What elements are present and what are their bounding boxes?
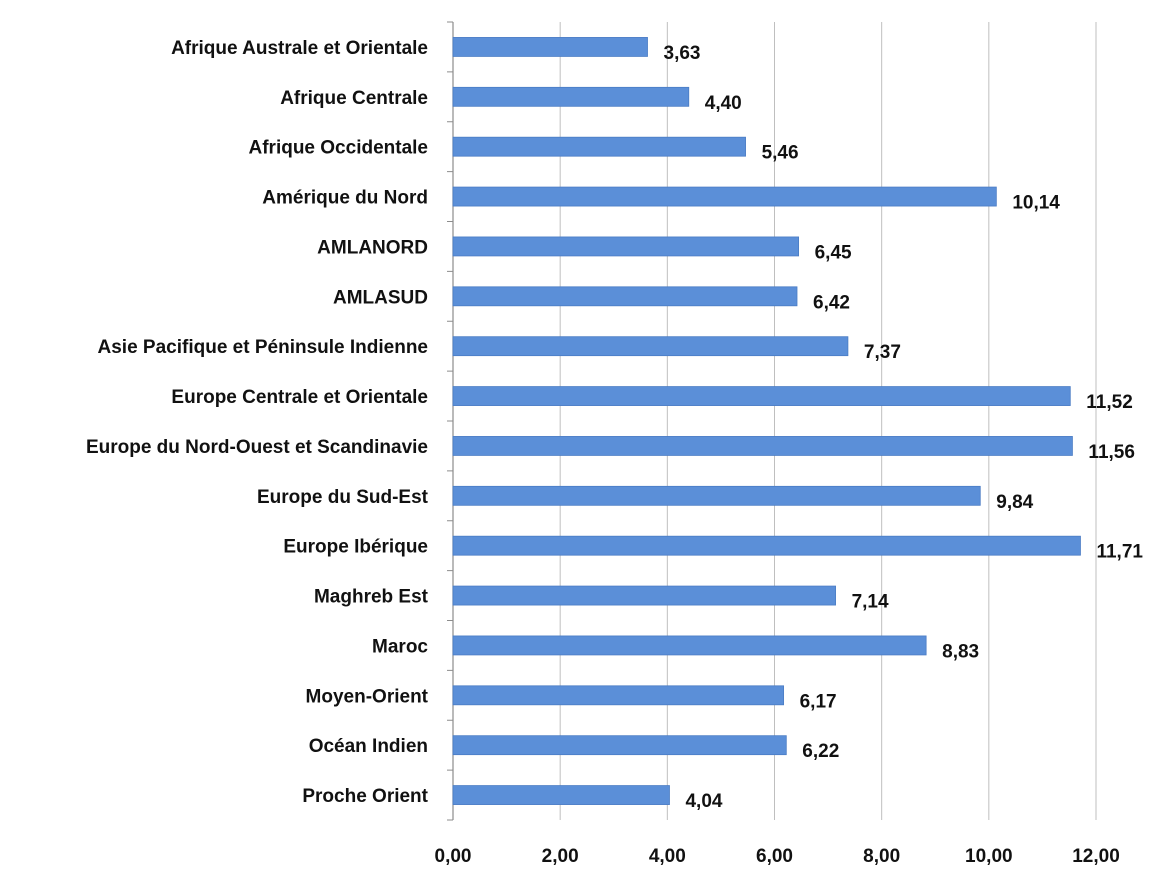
category-label: Afrique Australe et Orientale bbox=[171, 38, 428, 59]
bar bbox=[452, 635, 927, 656]
data-label: 9,84 bbox=[996, 492, 1033, 513]
bar bbox=[452, 735, 787, 756]
x-tick-label: 8,00 bbox=[863, 846, 900, 867]
data-label: 11,56 bbox=[1088, 442, 1135, 463]
bar bbox=[452, 37, 648, 57]
data-label: 3,63 bbox=[664, 43, 701, 64]
data-label: 5,46 bbox=[762, 143, 799, 164]
bar bbox=[452, 485, 981, 506]
x-tick-label: 10,00 bbox=[965, 846, 1013, 867]
data-label: 4,04 bbox=[685, 791, 722, 812]
category-label: Amérique du Nord bbox=[262, 188, 428, 209]
data-label: 6,45 bbox=[815, 242, 852, 263]
x-tick-label: 4,00 bbox=[649, 846, 686, 867]
data-label: 8,83 bbox=[942, 641, 979, 662]
category-label: Europe du Sud-Est bbox=[257, 487, 429, 508]
category-label: AMLASUD bbox=[333, 287, 428, 308]
bar bbox=[452, 186, 997, 207]
category-label: Maghreb Est bbox=[314, 587, 429, 608]
data-label: 4,40 bbox=[705, 93, 742, 114]
x-tick-label: 12,00 bbox=[1072, 846, 1120, 867]
bar bbox=[452, 386, 1071, 406]
category-label: Afrique Occidentale bbox=[249, 138, 429, 159]
category-label: Océan Indien bbox=[309, 736, 428, 757]
x-tick-labels: 0,00 2,00 4,00 6,00 8,00 10,00 12,00 bbox=[435, 846, 1120, 867]
bar bbox=[452, 535, 1081, 556]
data-label: 11,52 bbox=[1086, 392, 1133, 413]
data-label: 7,14 bbox=[852, 592, 889, 613]
category-label: Asie Pacifique et Péninsule Indienne bbox=[98, 337, 428, 358]
data-label: 6,22 bbox=[802, 741, 839, 762]
bar bbox=[452, 785, 670, 805]
data-label: 6,42 bbox=[813, 292, 850, 313]
data-label: 7,37 bbox=[864, 342, 901, 363]
category-label: Europe Ibérique bbox=[283, 537, 428, 558]
bar bbox=[452, 286, 798, 307]
category-labels: Afrique Australe et Orientale Afrique Cen… bbox=[86, 38, 429, 807]
data-label: 10,14 bbox=[1012, 193, 1060, 214]
data-label: 11,71 bbox=[1096, 542, 1143, 563]
x-tick-label: 0,00 bbox=[435, 846, 472, 867]
value-labels: 3,63 4,40 5,46 10,14 6,45 6,42 7,37 11,52 11,56 9… bbox=[664, 43, 1144, 812]
bar bbox=[452, 436, 1073, 456]
category-label: Europe Centrale et Orientale bbox=[171, 387, 428, 408]
category-label: Proche Orient bbox=[302, 786, 428, 807]
x-tick-label: 6,00 bbox=[756, 846, 793, 867]
category-label: Maroc bbox=[372, 636, 428, 657]
category-label: Afrique Centrale bbox=[280, 88, 428, 109]
category-label: Moyen-Orient bbox=[306, 686, 429, 707]
category-label: Europe du Nord-Ouest et Scandinavie bbox=[86, 437, 428, 458]
bar bbox=[452, 136, 746, 157]
bar bbox=[452, 685, 785, 706]
bar bbox=[452, 585, 836, 606]
category-label: AMLANORD bbox=[317, 237, 428, 258]
bar bbox=[452, 86, 690, 107]
bar bbox=[452, 336, 849, 357]
bars bbox=[452, 37, 1081, 805]
bar bbox=[452, 236, 800, 257]
x-tick-label: 2,00 bbox=[542, 846, 579, 867]
data-label: 6,17 bbox=[800, 691, 837, 712]
